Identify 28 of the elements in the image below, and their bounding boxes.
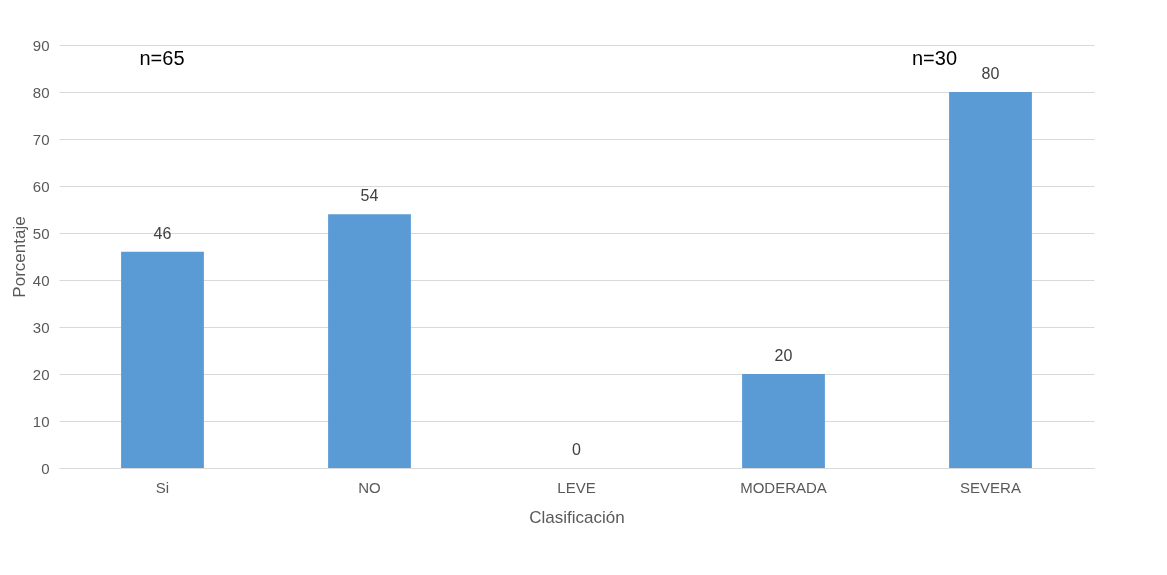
y-axis-title: Porcentaje	[9, 216, 29, 298]
y-tick-label: 10	[32, 412, 50, 430]
y-tick-label: 60	[32, 177, 50, 195]
x-tick-label: Si	[155, 478, 170, 496]
data-label: 46	[153, 224, 172, 242]
y-tick-label: 70	[32, 130, 50, 148]
y-tick-label: 20	[32, 365, 50, 383]
bar	[742, 374, 825, 468]
x-axis-title: Clasificación	[529, 507, 625, 527]
data-label: 80	[981, 65, 1000, 82]
x-tick-label: MODERADA	[740, 478, 827, 496]
bar	[949, 92, 1032, 468]
y-tick-label: 0	[41, 459, 50, 477]
annotation: n=30	[911, 47, 958, 69]
x-tick-label: SEVERA	[960, 478, 1021, 496]
y-tick-label: 40	[32, 271, 50, 289]
data-label: 54	[360, 187, 379, 205]
annotation: n=65	[139, 47, 185, 69]
bar	[121, 251, 204, 468]
y-tick-label: 50	[32, 224, 50, 242]
y-tick-label: 30	[32, 318, 50, 336]
bar	[328, 214, 411, 468]
data-label: 20	[774, 347, 793, 364]
x-tick-label: LEVE	[557, 478, 596, 496]
y-tick-label: 80	[32, 83, 50, 101]
data-label: 0	[572, 441, 582, 458]
x-tick-label: NO	[358, 478, 381, 496]
y-tick-label: 90	[32, 36, 50, 54]
